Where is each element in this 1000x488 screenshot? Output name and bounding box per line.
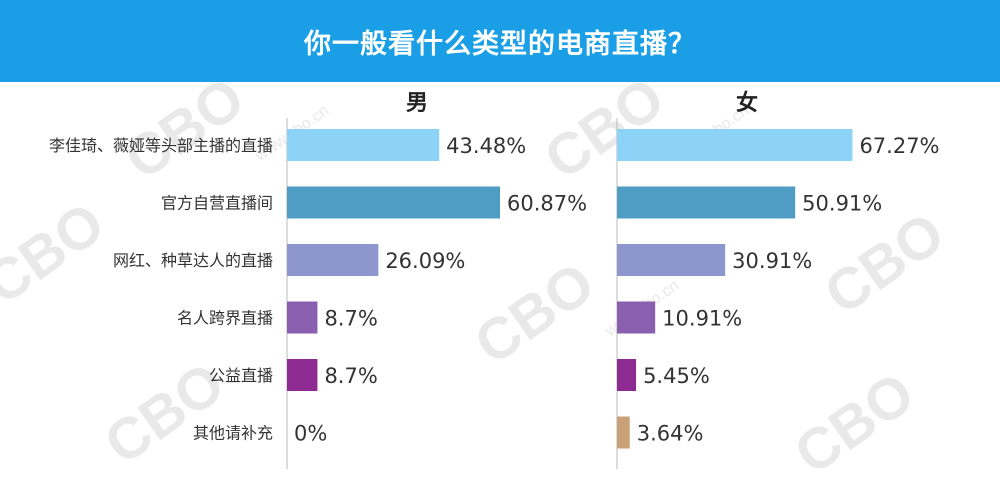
value-label: 0% bbox=[294, 422, 327, 446]
value-label: 3.64% bbox=[637, 422, 704, 446]
bar bbox=[617, 244, 726, 276]
category-label: 李佳琦、薇娅等头部主播的直播 bbox=[49, 136, 273, 155]
bar bbox=[287, 359, 318, 391]
bar bbox=[617, 129, 853, 161]
bar bbox=[287, 186, 501, 219]
bar bbox=[287, 244, 379, 276]
value-label: 67.27% bbox=[859, 134, 939, 158]
value-label: 26.09% bbox=[385, 249, 465, 273]
bar bbox=[617, 359, 637, 391]
value-label: 50.91% bbox=[802, 192, 882, 216]
value-label: 5.45% bbox=[643, 364, 710, 388]
bar bbox=[287, 129, 440, 161]
chart-title: 你一般看什么类型的电商直播？ bbox=[304, 28, 696, 60]
category-label: 网红、种草达人的直播 bbox=[113, 251, 273, 270]
panel-title: 女 bbox=[736, 90, 758, 116]
value-label: 8.7% bbox=[324, 307, 377, 331]
value-label: 60.87% bbox=[507, 192, 587, 216]
category-label: 名人跨界直播 bbox=[177, 309, 273, 328]
value-label: 10.91% bbox=[662, 307, 742, 331]
bar bbox=[617, 186, 796, 219]
category-label: 公益直播 bbox=[209, 366, 273, 385]
value-label: 43.48% bbox=[446, 134, 526, 158]
category-label: 官方自营直播间 bbox=[161, 194, 273, 213]
panel-title: 男 bbox=[406, 91, 428, 116]
bar bbox=[617, 416, 630, 449]
bar bbox=[617, 301, 656, 334]
value-label: 8.7% bbox=[324, 364, 377, 388]
chart-header: 你一般看什么类型的电商直播？ bbox=[0, 0, 1000, 82]
bar bbox=[287, 301, 318, 334]
category-label: 其他请补充 bbox=[193, 424, 273, 443]
value-label: 30.91% bbox=[732, 249, 812, 273]
bar-chart: 李佳琦、薇娅等头部主播的直播官方自营直播间网红、种草达人的直播名人跨界直播公益直… bbox=[49, 90, 940, 469]
